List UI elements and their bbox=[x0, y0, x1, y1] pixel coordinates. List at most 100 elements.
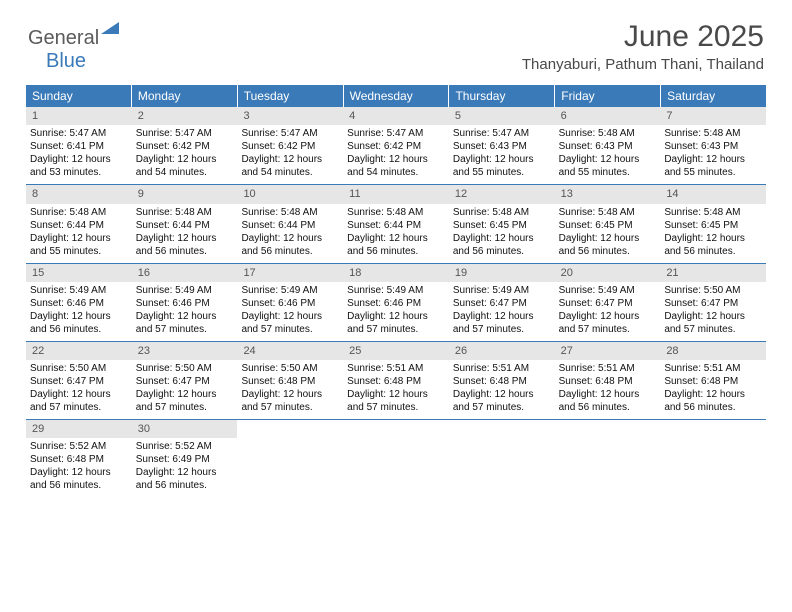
calendar: SundayMondayTuesdayWednesdayThursdayFrid… bbox=[26, 85, 766, 497]
day-number: 25 bbox=[343, 342, 449, 360]
sunrise-line: Sunrise: 5:48 AM bbox=[136, 206, 234, 219]
daylight-line: Daylight: 12 hours and 54 minutes. bbox=[241, 153, 339, 179]
sunrise-line: Sunrise: 5:52 AM bbox=[136, 440, 234, 453]
day-body: Sunrise: 5:49 AMSunset: 6:47 PMDaylight:… bbox=[449, 284, 555, 336]
day-cell bbox=[555, 420, 661, 497]
day-body: Sunrise: 5:47 AMSunset: 6:43 PMDaylight:… bbox=[449, 127, 555, 179]
page-title: June 2025 bbox=[522, 20, 764, 54]
day-cell: 10 Sunrise: 5:48 AMSunset: 6:44 PMDayligh… bbox=[237, 185, 343, 262]
sunset-line: Sunset: 6:47 PM bbox=[559, 297, 657, 310]
header: General Blue June 2025 Thanyaburi, Pathu… bbox=[0, 0, 792, 79]
day-cell bbox=[660, 420, 766, 497]
day-cell: 30 Sunrise: 5:52 AMSunset: 6:49 PMDayligh… bbox=[132, 420, 238, 497]
daylight-line: Daylight: 12 hours and 56 minutes. bbox=[347, 232, 445, 258]
daylight-line: Daylight: 12 hours and 55 minutes. bbox=[559, 153, 657, 179]
day-number: 17 bbox=[237, 264, 343, 282]
day-body: Sunrise: 5:48 AMSunset: 6:43 PMDaylight:… bbox=[660, 127, 766, 179]
day-cell bbox=[343, 420, 449, 497]
day-header: Wednesday bbox=[344, 85, 450, 107]
sunset-line: Sunset: 6:48 PM bbox=[559, 375, 657, 388]
day-body: Sunrise: 5:51 AMSunset: 6:48 PMDaylight:… bbox=[660, 362, 766, 414]
day-cell: 26Sunrise: 5:51 AMSunset: 6:48 PMDayligh… bbox=[449, 342, 555, 419]
daylight-line: Daylight: 12 hours and 56 minutes. bbox=[559, 388, 657, 414]
day-number: 10 bbox=[237, 185, 343, 203]
sunset-line: Sunset: 6:48 PM bbox=[453, 375, 551, 388]
day-number: 3 bbox=[237, 107, 343, 125]
day-cell: 7Sunrise: 5:48 AMSunset: 6:43 PMDaylight… bbox=[660, 107, 766, 184]
sunset-line: Sunset: 6:48 PM bbox=[664, 375, 762, 388]
sunset-line: Sunset: 6:48 PM bbox=[241, 375, 339, 388]
day-cell: 6 Sunrise: 5:48 AMSunset: 6:43 PMDaylight… bbox=[555, 107, 661, 184]
day-body: Sunrise: 5:52 AMSunset: 6:49 PMDaylight:… bbox=[132, 440, 238, 492]
day-cell: 14 Sunrise: 5:48 AMSunset: 6:45 PMDayligh… bbox=[660, 185, 766, 262]
sunrise-line: Sunrise: 5:49 AM bbox=[347, 284, 445, 297]
daylight-line: Daylight: 12 hours and 57 minutes. bbox=[30, 388, 128, 414]
daylight-line: Daylight: 12 hours and 55 minutes. bbox=[30, 232, 128, 258]
daylight-line: Daylight: 12 hours and 56 minutes. bbox=[30, 310, 128, 336]
sunset-line: Sunset: 6:44 PM bbox=[241, 219, 339, 232]
daylight-line: Daylight: 12 hours and 57 minutes. bbox=[136, 310, 234, 336]
daylight-line: Daylight: 12 hours and 56 minutes. bbox=[136, 232, 234, 258]
daylight-line: Daylight: 12 hours and 56 minutes. bbox=[664, 232, 762, 258]
day-number: 23 bbox=[132, 342, 238, 360]
day-body: Sunrise: 5:49 AMSunset: 6:47 PMDaylight:… bbox=[555, 284, 661, 336]
day-number: 6 bbox=[555, 107, 661, 125]
sunrise-line: Sunrise: 5:47 AM bbox=[30, 127, 128, 140]
day-number: 20 bbox=[555, 264, 661, 282]
day-body: Sunrise: 5:50 AMSunset: 6:47 PMDaylight:… bbox=[132, 362, 238, 414]
day-number: 28 bbox=[660, 342, 766, 360]
sunrise-line: Sunrise: 5:50 AM bbox=[136, 362, 234, 375]
day-body: Sunrise: 5:48 AMSunset: 6:44 PMDaylight:… bbox=[237, 206, 343, 258]
sunrise-line: Sunrise: 5:50 AM bbox=[664, 284, 762, 297]
day-number: 30 bbox=[132, 420, 238, 438]
logo-part1: General bbox=[28, 27, 99, 49]
sunset-line: Sunset: 6:43 PM bbox=[559, 140, 657, 153]
sunset-line: Sunset: 6:43 PM bbox=[664, 140, 762, 153]
day-body: Sunrise: 5:48 AMSunset: 6:45 PMDaylight:… bbox=[660, 206, 766, 258]
day-number: 5 bbox=[449, 107, 555, 125]
daylight-line: Daylight: 12 hours and 54 minutes. bbox=[347, 153, 445, 179]
day-cell: 2Sunrise: 5:47 AMSunset: 6:42 PMDaylight… bbox=[132, 107, 238, 184]
sunset-line: Sunset: 6:42 PM bbox=[347, 140, 445, 153]
day-header: Tuesday bbox=[238, 85, 344, 107]
day-body: Sunrise: 5:47 AMSunset: 6:41 PMDaylight:… bbox=[26, 127, 132, 179]
location: Thanyaburi, Pathum Thani, Thailand bbox=[522, 56, 764, 73]
sunrise-line: Sunrise: 5:48 AM bbox=[664, 127, 762, 140]
day-body: Sunrise: 5:48 AMSunset: 6:44 PMDaylight:… bbox=[132, 206, 238, 258]
day-body: Sunrise: 5:50 AMSunset: 6:48 PMDaylight:… bbox=[237, 362, 343, 414]
daylight-line: Daylight: 12 hours and 57 minutes. bbox=[559, 310, 657, 336]
sunset-line: Sunset: 6:45 PM bbox=[559, 219, 657, 232]
day-number: 24 bbox=[237, 342, 343, 360]
day-body: Sunrise: 5:48 AMSunset: 6:43 PMDaylight:… bbox=[555, 127, 661, 179]
daylight-line: Daylight: 12 hours and 56 minutes. bbox=[136, 466, 234, 492]
sunrise-line: Sunrise: 5:48 AM bbox=[559, 206, 657, 219]
day-body: Sunrise: 5:48 AMSunset: 6:44 PMDaylight:… bbox=[343, 206, 449, 258]
daylight-line: Daylight: 12 hours and 57 minutes. bbox=[347, 310, 445, 336]
sunset-line: Sunset: 6:49 PM bbox=[136, 453, 234, 466]
day-number: 4 bbox=[343, 107, 449, 125]
day-number: 12 bbox=[449, 185, 555, 203]
sunrise-line: Sunrise: 5:50 AM bbox=[241, 362, 339, 375]
daylight-line: Daylight: 12 hours and 55 minutes. bbox=[453, 153, 551, 179]
day-cell: 4Sunrise: 5:47 AMSunset: 6:42 PMDaylight… bbox=[343, 107, 449, 184]
logo-text: General Blue bbox=[28, 20, 119, 73]
sunset-line: Sunset: 6:46 PM bbox=[30, 297, 128, 310]
daylight-line: Daylight: 12 hours and 57 minutes. bbox=[453, 388, 551, 414]
daylight-line: Daylight: 12 hours and 57 minutes. bbox=[241, 388, 339, 414]
day-body: Sunrise: 5:49 AMSunset: 6:46 PMDaylight:… bbox=[343, 284, 449, 336]
day-cell: 15Sunrise: 5:49 AMSunset: 6:46 PMDayligh… bbox=[26, 264, 132, 341]
day-cell: 18Sunrise: 5:49 AMSunset: 6:46 PMDayligh… bbox=[343, 264, 449, 341]
day-body: Sunrise: 5:48 AMSunset: 6:45 PMDaylight:… bbox=[555, 206, 661, 258]
day-number: 21 bbox=[660, 264, 766, 282]
day-body: Sunrise: 5:51 AMSunset: 6:48 PMDaylight:… bbox=[449, 362, 555, 414]
sunrise-line: Sunrise: 5:48 AM bbox=[559, 127, 657, 140]
logo: General Blue bbox=[28, 20, 119, 73]
title-block: June 2025 Thanyaburi, Pathum Thani, Thai… bbox=[522, 20, 764, 73]
day-cell: 23 Sunrise: 5:50 AMSunset: 6:47 PMDayligh… bbox=[132, 342, 238, 419]
sunrise-line: Sunrise: 5:49 AM bbox=[136, 284, 234, 297]
day-cell: 13Sunrise: 5:48 AMSunset: 6:45 PMDayligh… bbox=[555, 185, 661, 262]
day-cell: 8Sunrise: 5:48 AMSunset: 6:44 PMDaylight… bbox=[26, 185, 132, 262]
day-number: 14 bbox=[660, 185, 766, 203]
day-header-row: SundayMondayTuesdayWednesdayThursdayFrid… bbox=[26, 85, 766, 107]
day-body: Sunrise: 5:51 AMSunset: 6:48 PMDaylight:… bbox=[343, 362, 449, 414]
